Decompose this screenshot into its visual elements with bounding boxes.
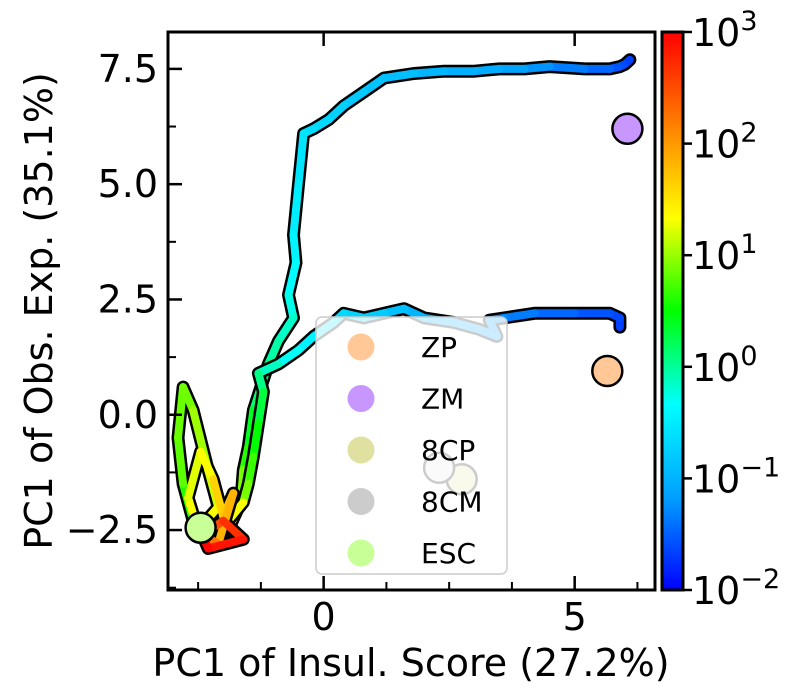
y-tick-label: 7.5 bbox=[98, 47, 158, 91]
trajectory-segment bbox=[284, 258, 300, 299]
colorbar-tick-label: 10−2 bbox=[692, 564, 780, 613]
legend-marker-zm bbox=[347, 385, 375, 412]
legend-label-8cp: 8CP bbox=[421, 434, 475, 467]
y-tick-label: 0.0 bbox=[98, 393, 158, 437]
legend-marker-8cp bbox=[347, 436, 375, 464]
legend-box bbox=[315, 316, 508, 575]
colorbar-ticks: 10−2 10−1 100 101 102 103 bbox=[683, 6, 780, 613]
legend-marker-esc bbox=[347, 539, 375, 567]
tick-layer: 0 5 −2.5 0.0 2.5 5.0 7.5 bbox=[66, 32, 639, 639]
trajectory-segment bbox=[204, 535, 248, 553]
y-tick-label: 2.5 bbox=[98, 277, 158, 321]
trajectory-segment bbox=[179, 383, 198, 415]
trajectory-segment bbox=[249, 420, 263, 461]
colorbar-tick-label: 10−1 bbox=[692, 452, 780, 501]
y-tick-label: 5.0 bbox=[98, 162, 158, 206]
trajectory-segment bbox=[274, 346, 303, 368]
x-tick-label: 5 bbox=[563, 595, 587, 639]
legend-entries: ZP ZM 8CP 8CM ESC bbox=[347, 331, 483, 570]
trajectory-segment bbox=[254, 387, 268, 428]
x-axis-title: PC1 of Insul. Score (27.2%) bbox=[152, 641, 669, 685]
scatter-point-zp bbox=[591, 354, 624, 388]
scatter-point-esc bbox=[184, 511, 217, 544]
trajectory-segment bbox=[379, 69, 418, 83]
x-tick-label: 0 bbox=[312, 595, 336, 639]
trajectory-segment bbox=[196, 447, 218, 484]
legend-marker-zp bbox=[347, 333, 375, 361]
legend-marker-8cm bbox=[347, 488, 375, 515]
trajectory-segment bbox=[174, 433, 188, 488]
y-axis-title: PC1 of Obs. Exp. (35.1%) bbox=[17, 72, 61, 550]
colorbar: 10−2 10−1 100 101 102 103 bbox=[660, 6, 780, 613]
colorbar-tick-label: 100 bbox=[692, 341, 758, 390]
trajectory-segment bbox=[339, 88, 368, 110]
legend-label-8cm: 8CM bbox=[421, 486, 483, 519]
trajectory-segment bbox=[545, 62, 589, 73]
colorbar-tick-label: 103 bbox=[692, 6, 758, 55]
legend-label-esc: ESC bbox=[421, 537, 476, 570]
trajectory-segment bbox=[274, 313, 298, 345]
trajectory-segment bbox=[289, 180, 303, 239]
trajectory-segment bbox=[244, 406, 258, 451]
trajectory-segment bbox=[264, 337, 283, 368]
trajectory-segment bbox=[174, 383, 188, 442]
colorbar-tick-label: 102 bbox=[692, 118, 758, 167]
legend-label-zm: ZM bbox=[421, 383, 464, 416]
trajectory-segment bbox=[520, 62, 554, 73]
trajectory-segment bbox=[244, 452, 258, 488]
trajectory-segment bbox=[289, 230, 300, 267]
legend-label-zp: ZP bbox=[421, 331, 457, 364]
colorbar-gradient bbox=[660, 30, 685, 592]
colorbar-tick-label: 101 bbox=[692, 229, 758, 278]
legend: ZP ZM 8CP 8CM ESC bbox=[315, 316, 508, 575]
scatter-point-zm bbox=[611, 112, 644, 146]
trajectory-segment bbox=[470, 64, 504, 76]
plot-frame bbox=[166, 30, 657, 592]
trajectory-segment bbox=[410, 67, 449, 78]
trajectory-segment bbox=[359, 74, 388, 96]
trajectory-segment bbox=[500, 309, 539, 322]
y-tick-label: −2.5 bbox=[66, 508, 158, 552]
trajectory-segment bbox=[294, 129, 308, 189]
trajectory-segment bbox=[184, 447, 205, 502]
